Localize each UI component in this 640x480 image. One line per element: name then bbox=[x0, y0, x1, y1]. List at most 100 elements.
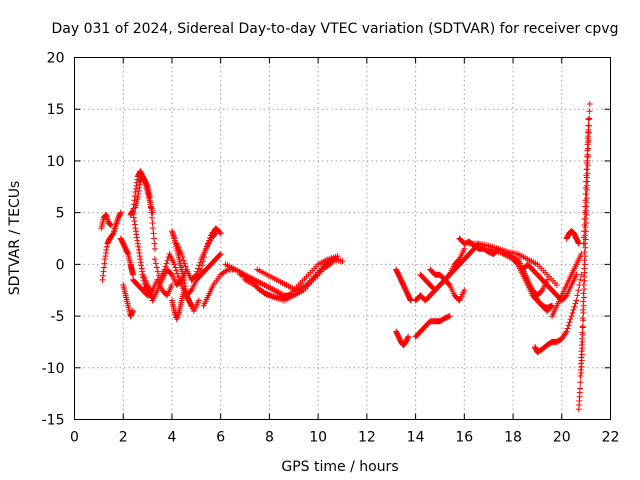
data-point bbox=[201, 254, 208, 261]
data-point bbox=[579, 331, 586, 338]
x-tick-label: 16 bbox=[455, 430, 473, 446]
data-point bbox=[583, 159, 590, 166]
data-point bbox=[577, 373, 584, 380]
x-tick-label: 8 bbox=[265, 430, 274, 446]
data-point bbox=[580, 234, 587, 241]
data-point bbox=[195, 297, 202, 304]
y-axis-label: SDTVAR / TECUs bbox=[7, 181, 23, 296]
data-point bbox=[567, 316, 574, 323]
data-point bbox=[579, 324, 586, 331]
x-tick-label: 14 bbox=[407, 430, 425, 446]
data-point bbox=[582, 253, 589, 260]
data-point bbox=[151, 256, 158, 263]
data-point bbox=[332, 256, 339, 263]
data-point bbox=[565, 322, 572, 329]
data-point bbox=[145, 285, 152, 292]
data-point bbox=[167, 270, 174, 277]
data-point bbox=[584, 147, 591, 154]
data-point bbox=[109, 231, 116, 238]
data-point bbox=[580, 294, 587, 301]
data-point bbox=[581, 222, 588, 229]
data-point bbox=[180, 257, 187, 264]
data-point bbox=[586, 101, 593, 108]
series-sat-ah bbox=[531, 271, 585, 356]
data-point bbox=[562, 293, 569, 300]
data-point bbox=[584, 153, 591, 160]
data-point bbox=[153, 264, 160, 271]
data-point bbox=[577, 385, 584, 392]
data-point bbox=[583, 172, 590, 179]
data-point bbox=[223, 267, 230, 274]
series-sat-o bbox=[193, 251, 224, 283]
data-point bbox=[150, 235, 157, 242]
data-point bbox=[461, 287, 468, 294]
y-tick-label: -15 bbox=[42, 413, 65, 429]
data-point bbox=[217, 251, 224, 258]
data-point bbox=[581, 269, 588, 276]
data-point bbox=[581, 261, 588, 268]
data-point bbox=[205, 240, 212, 247]
data-point bbox=[461, 245, 468, 252]
series-sat-d bbox=[120, 282, 136, 320]
data-point bbox=[553, 282, 560, 289]
data-point bbox=[151, 245, 158, 252]
data-point bbox=[148, 204, 155, 211]
series-sat-aj bbox=[563, 228, 582, 247]
data-point bbox=[202, 249, 209, 256]
data-point bbox=[197, 259, 204, 266]
data-point bbox=[572, 300, 579, 307]
data-point bbox=[573, 297, 580, 304]
data-point bbox=[206, 235, 213, 242]
data-point bbox=[538, 288, 545, 295]
data-point bbox=[580, 317, 587, 324]
data-point bbox=[585, 122, 592, 129]
data-point bbox=[154, 268, 161, 275]
plot-frame bbox=[74, 57, 611, 420]
data-point bbox=[144, 282, 151, 289]
data-point bbox=[195, 265, 202, 272]
data-point bbox=[149, 219, 156, 226]
data-point bbox=[580, 309, 587, 316]
data-point bbox=[564, 325, 571, 332]
series-sat-f bbox=[132, 173, 158, 252]
series-sat-v bbox=[393, 328, 412, 349]
data-point bbox=[577, 379, 584, 386]
data-point bbox=[217, 230, 224, 237]
data-point bbox=[563, 328, 570, 335]
data-point bbox=[181, 287, 188, 294]
data-point bbox=[582, 184, 589, 191]
data-point bbox=[578, 351, 585, 358]
data-point bbox=[445, 281, 452, 288]
series-sat-y bbox=[417, 245, 468, 294]
series-sat-ai bbox=[549, 251, 585, 320]
data-point bbox=[204, 243, 211, 250]
series-sat-w bbox=[412, 313, 453, 340]
data-point bbox=[149, 225, 156, 232]
data-point bbox=[568, 313, 575, 320]
data-point bbox=[575, 287, 582, 294]
y-tick-label: 5 bbox=[56, 206, 65, 222]
data-point bbox=[171, 261, 178, 268]
data-point bbox=[161, 266, 168, 273]
series-sat-l bbox=[168, 287, 188, 323]
data-point bbox=[405, 333, 412, 340]
data-point bbox=[580, 240, 587, 247]
series-sat-g bbox=[127, 207, 154, 299]
series-sat-z bbox=[427, 266, 468, 304]
data-point bbox=[579, 338, 586, 345]
data-point bbox=[586, 108, 593, 115]
data-point bbox=[216, 252, 223, 259]
x-tick-label: 10 bbox=[309, 430, 327, 446]
data-point bbox=[586, 115, 593, 122]
data-point bbox=[117, 209, 124, 216]
y-tick-label: 10 bbox=[47, 154, 65, 170]
x-axis-label: GPS time / hours bbox=[281, 459, 398, 475]
series-sat-u bbox=[393, 266, 414, 304]
data-point bbox=[584, 135, 591, 142]
data-point bbox=[148, 214, 155, 221]
data-point bbox=[582, 203, 589, 210]
data-point bbox=[585, 130, 592, 137]
data-point bbox=[146, 288, 153, 295]
data-point bbox=[339, 258, 346, 265]
